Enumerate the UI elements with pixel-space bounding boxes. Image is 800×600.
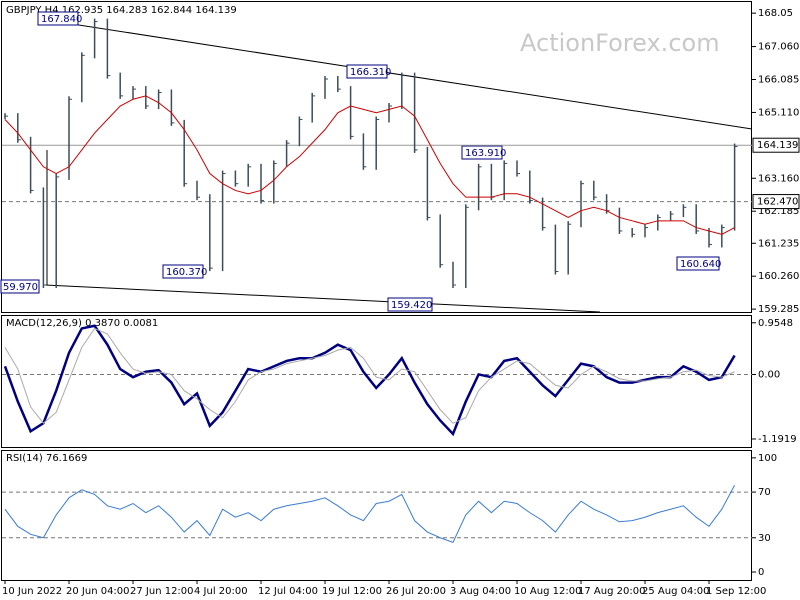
annotations: 167.840 166.310 163.910 160.370 59.970 1… — [0, 11, 721, 312]
y-tick-label: 0.00 — [758, 369, 780, 380]
annotation: 166.310 — [350, 67, 391, 78]
y-tick-label: 0.9548 — [758, 318, 793, 329]
price-box-label: 164.139 — [757, 140, 798, 151]
y-tick-label: 161.235 — [758, 238, 799, 249]
annotation-box — [676, 256, 720, 271]
x-tick-label: 10 Aug 12:00 — [514, 586, 581, 597]
trend-line — [44, 284, 601, 313]
y-tick-label: -1.1919 — [758, 434, 797, 445]
annotation: 167.840 — [41, 14, 82, 25]
x-tick-label: 1 Sep 12:00 — [706, 586, 766, 597]
annotation-box — [37, 11, 79, 26]
macd-title: MACD(12,26,9) 0.3870 0.0081 — [6, 318, 158, 329]
header: GBPJPY,H4 162.935 164.283 162.844 164.13… — [6, 5, 237, 16]
y-tick-label: 159.285 — [758, 304, 799, 315]
annotation: 160.370 — [166, 267, 207, 278]
y-tick-label: 162.185 — [758, 206, 799, 217]
y-tick-label: 160.260 — [758, 271, 799, 282]
annotation: 159.420 — [391, 300, 432, 311]
price-box-label: 162.470 — [757, 197, 798, 208]
price-box — [752, 194, 800, 210]
x-tick-label: 12 Jul 04:00 — [258, 586, 318, 597]
annotation: 163.910 — [465, 148, 506, 159]
y-tick-label: 165.110 — [758, 107, 799, 118]
x-tick-label: 4 Jul 20:00 — [194, 586, 248, 597]
x-tick-label: 17 Aug 20:00 — [578, 586, 645, 597]
x-tick-label: 10 Jun 2022 — [2, 586, 62, 597]
annotation-box — [461, 145, 503, 160]
x-tick-label: 25 Aug 04:00 — [642, 586, 709, 597]
y-tick-label: 166.085 — [758, 75, 799, 86]
x-tick-label: 26 Jul 20:00 — [386, 586, 446, 597]
x-tick-label: 19 Jul 12:00 — [322, 586, 382, 597]
annotation-box — [0, 279, 40, 294]
series-line — [3, 324, 736, 437]
macd-panel — [1, 315, 752, 448]
y-tick-label: 0 — [758, 567, 764, 578]
rsi-title: RSI(14) 76.1669 — [6, 453, 87, 464]
annotation-box — [162, 264, 204, 279]
y-tick-label: 168.05 — [758, 8, 793, 19]
x-tick-label: 20 Jun 04:00 — [66, 586, 130, 597]
series-line — [4, 485, 736, 543]
rsi-panel — [1, 450, 752, 581]
annotation: 160.640 — [680, 259, 721, 270]
annotation-box — [346, 64, 388, 79]
price-box — [752, 137, 800, 153]
watermark: ActionForex.com — [520, 29, 720, 57]
annotation-box — [387, 297, 433, 312]
y-tick-label: 163.160 — [758, 173, 799, 184]
y-tick-label: 100 — [758, 453, 777, 464]
y-tick-label: 70 — [758, 487, 771, 498]
price-panel — [1, 1, 752, 313]
x-tick-label: 27 Jun 12:00 — [130, 586, 194, 597]
series-line — [4, 327, 735, 424]
series-line — [4, 95, 735, 235]
x-tick-label: 3 Aug 04:00 — [450, 586, 511, 597]
y-tick-label: 167.060 — [758, 42, 799, 53]
annotation: 59.970 — [3, 282, 38, 293]
trend-line — [39, 18, 753, 130]
y-tick-label: 30 — [758, 533, 771, 544]
